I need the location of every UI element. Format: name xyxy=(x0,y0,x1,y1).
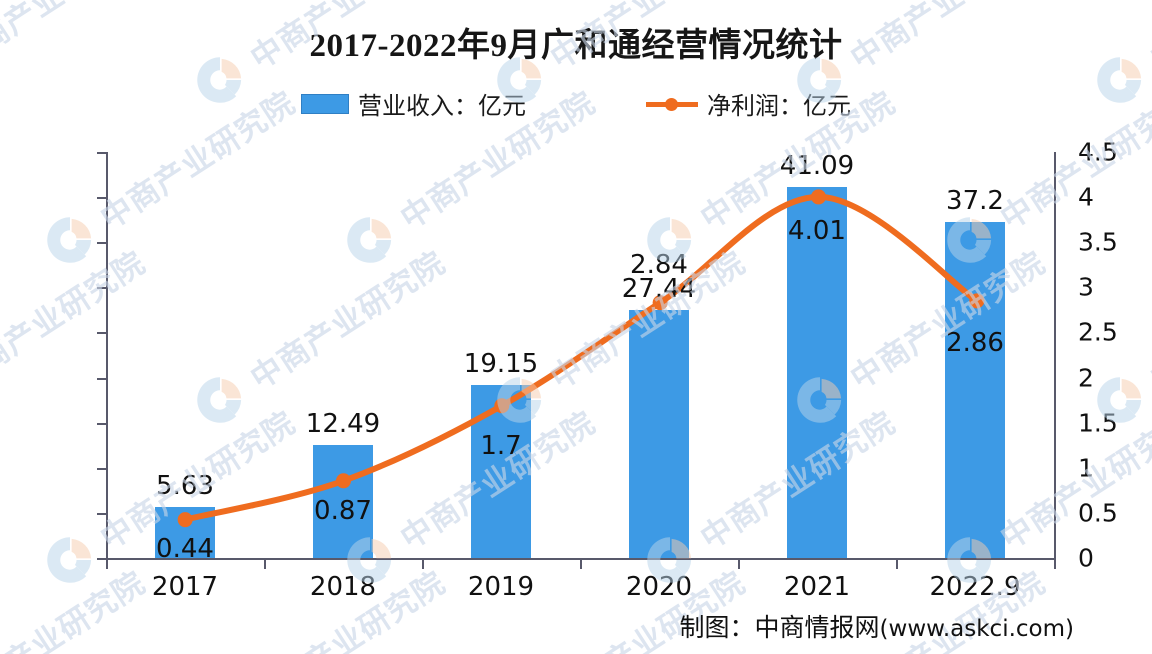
x-axis-label: 2017 xyxy=(151,572,219,602)
y-tick-label-right: 3 xyxy=(1078,272,1094,302)
footer-credit-prefix: 制图：中商情报网 xyxy=(679,613,880,642)
y-tick-label-right: 2.5 xyxy=(1078,317,1118,347)
legend-item-net-profit: 净利润：亿元 xyxy=(646,86,851,121)
bar-value-label: 41.09 xyxy=(779,151,855,182)
plot-area: 051015202530354045 00.511.522.533.544.5 … xyxy=(97,138,1118,602)
bar-value-label: 19.15 xyxy=(463,349,539,380)
line-series xyxy=(177,189,985,528)
bar-value-label: 12.49 xyxy=(305,409,381,440)
x-tick xyxy=(264,560,266,569)
y-tick-left xyxy=(97,152,106,154)
x-axis-label: 2020 xyxy=(625,572,693,602)
y-tick-left xyxy=(97,377,106,380)
y-tick-left xyxy=(97,558,106,560)
legend-label-net-profit: 净利润：亿元 xyxy=(707,92,851,120)
y-tick-label-right: 4.5 xyxy=(1078,137,1118,167)
line-value-label: 0.44 xyxy=(156,534,214,565)
line-value-label: 2.84 xyxy=(630,249,688,280)
x-axis-label: 2018 xyxy=(309,572,377,602)
footer-credit: 制图：中商情报网(www.askci.com) xyxy=(680,608,1074,644)
x-axis-label: 2019 xyxy=(467,572,535,602)
y-tick-label-right: 0 xyxy=(1078,543,1094,573)
y-tick-left xyxy=(97,512,106,515)
bar-value-label: 27.44 xyxy=(621,274,697,305)
y-tick-label-right: 3.5 xyxy=(1078,227,1118,257)
bar-value-label: 5.63 xyxy=(156,471,214,502)
bar xyxy=(629,310,689,558)
x-tick xyxy=(1054,560,1056,569)
chart-title: 2017-2022年9月广和通经营情况统计 xyxy=(309,28,843,64)
y-tick-left xyxy=(97,287,106,290)
y-tick-label-right: 0.5 xyxy=(1078,498,1118,528)
x-tick xyxy=(580,560,582,569)
chart-legend: 营业收入：亿元 净利润：亿元 xyxy=(0,86,1152,121)
x-tick xyxy=(738,560,740,569)
y-tick-label-right: 2 xyxy=(1078,363,1094,393)
y-axis-left xyxy=(106,152,108,560)
line-value-label: 2.86 xyxy=(946,327,1004,358)
x-tick xyxy=(422,560,424,569)
bar xyxy=(945,222,1005,558)
line-value-label: 4.01 xyxy=(788,216,846,247)
bar xyxy=(471,385,531,558)
line-path xyxy=(182,193,980,523)
y-tick-label-right: 4 xyxy=(1078,182,1094,212)
y-tick-label-right: 1 xyxy=(1078,453,1094,483)
x-tick xyxy=(106,560,108,569)
legend-bar-swatch-icon xyxy=(301,93,349,114)
y-tick-label-right: 1.5 xyxy=(1078,408,1118,438)
y-tick-left xyxy=(97,332,106,335)
y-tick-left xyxy=(97,422,106,425)
x-axis xyxy=(106,558,1056,560)
y-tick-left xyxy=(97,197,106,200)
footer-credit-url: (www.askci.com) xyxy=(879,616,1074,642)
legend-label-revenue: 营业收入：亿元 xyxy=(358,92,526,120)
y-tick-left xyxy=(97,242,106,245)
line-value-label: 0.87 xyxy=(314,495,372,526)
legend-item-revenue: 营业收入：亿元 xyxy=(301,86,526,121)
y-axis-right xyxy=(1054,152,1056,560)
line-value-label: 1.7 xyxy=(480,430,522,461)
y-tick-left xyxy=(97,467,106,470)
x-tick xyxy=(896,560,898,569)
bar-value-label: 37.2 xyxy=(946,186,1004,217)
x-axis-label: 2022.9 xyxy=(929,572,1021,602)
legend-line-swatch-icon xyxy=(646,94,698,114)
x-axis-label: 2021 xyxy=(783,572,851,602)
